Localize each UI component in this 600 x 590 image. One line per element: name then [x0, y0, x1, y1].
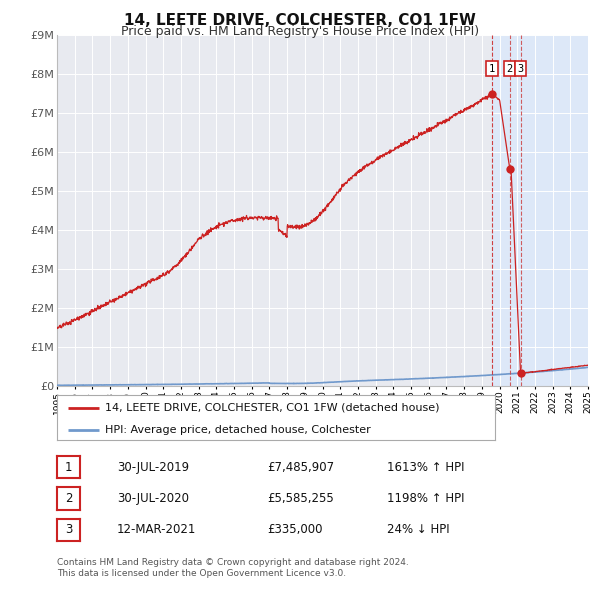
Text: 14, LEETE DRIVE, COLCHESTER, CO1 1FW (detached house): 14, LEETE DRIVE, COLCHESTER, CO1 1FW (de…	[105, 403, 440, 412]
Text: 1: 1	[65, 461, 72, 474]
Text: £7,485,907: £7,485,907	[267, 461, 334, 474]
Text: 24% ↓ HPI: 24% ↓ HPI	[387, 523, 449, 536]
Text: 1: 1	[489, 64, 495, 74]
Text: Price paid vs. HM Land Registry's House Price Index (HPI): Price paid vs. HM Land Registry's House …	[121, 25, 479, 38]
Text: £335,000: £335,000	[267, 523, 323, 536]
Text: 12-MAR-2021: 12-MAR-2021	[117, 523, 196, 536]
Text: £5,585,255: £5,585,255	[267, 492, 334, 505]
Bar	[492, 35, 588, 386]
Text: 2: 2	[506, 64, 513, 74]
Text: 1198% ↑ HPI: 1198% ↑ HPI	[387, 492, 464, 505]
Text: 2: 2	[65, 492, 72, 505]
Text: HPI: Average price, detached house, Colchester: HPI: Average price, detached house, Colc…	[105, 425, 371, 435]
Text: 1613% ↑ HPI: 1613% ↑ HPI	[387, 461, 464, 474]
Text: 14, LEETE DRIVE, COLCHESTER, CO1 1FW: 14, LEETE DRIVE, COLCHESTER, CO1 1FW	[124, 13, 476, 28]
Text: 30-JUL-2020: 30-JUL-2020	[117, 492, 189, 505]
Text: 30-JUL-2019: 30-JUL-2019	[117, 461, 189, 474]
Text: Contains HM Land Registry data © Crown copyright and database right 2024.
This d: Contains HM Land Registry data © Crown c…	[57, 558, 409, 578]
Text: 3: 3	[65, 523, 72, 536]
Text: 3: 3	[517, 64, 524, 74]
